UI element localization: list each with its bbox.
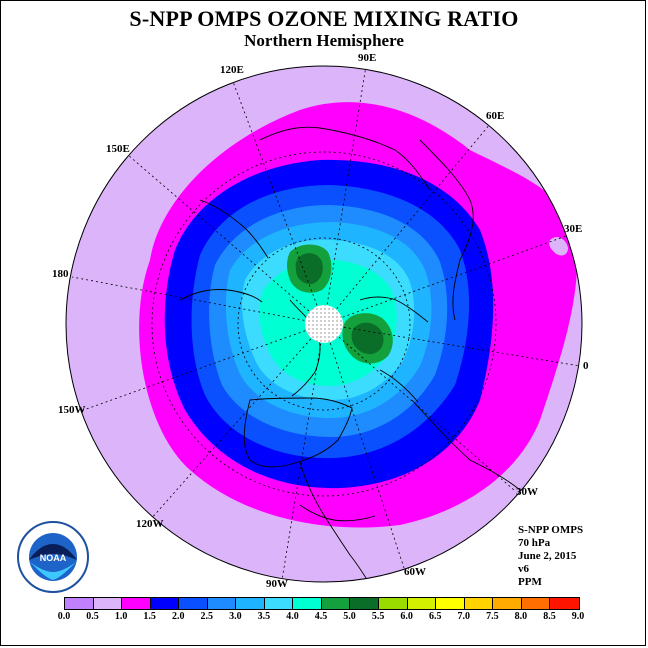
noaa-logo: NOAA <box>17 521 89 593</box>
colorbar-segment <box>65 598 94 609</box>
lon-label-90e: 90E <box>358 52 377 64</box>
colorbar-segment <box>264 598 294 609</box>
lon-label-180: 180 <box>52 268 69 280</box>
polar-gap <box>305 305 343 343</box>
lon-label-60w: 60W <box>404 566 426 578</box>
colorbar-segment <box>236 598 265 609</box>
colorbar-tick-label: 1.0 <box>114 611 128 622</box>
colorbar-tick-label: 1.5 <box>143 611 156 622</box>
band-0.5-1.0-patch <box>549 237 568 256</box>
noaa-logo-text: NOAA <box>40 553 67 563</box>
colorbar-segment <box>464 598 494 609</box>
colorbar-segment <box>93 598 123 609</box>
info-instrument: S-NPP OMPS <box>518 524 584 536</box>
figure-title: S-NPP OMPS OZONE MIXING RATIO <box>129 6 519 31</box>
colorbar-tick-label: 4.0 <box>286 611 299 622</box>
lon-label-150e: 150E <box>106 143 130 155</box>
colorbar-segment <box>350 598 380 609</box>
colorbar-tick-label: 5.5 <box>371 611 385 622</box>
colorbar-segment <box>436 598 465 609</box>
colorbar-tick-label: 7.0 <box>457 611 471 622</box>
lon-label-60e: 60E <box>486 110 505 122</box>
colorbar-segment <box>179 598 208 609</box>
graticule <box>71 66 581 581</box>
colorbar-tick-label: 0.5 <box>86 611 99 622</box>
colorbar-segment <box>321 598 351 609</box>
lon-label-150w: 150W <box>58 404 86 416</box>
colorbar-tick-label: 8.5 <box>543 611 556 622</box>
colorbar-tick-label: 3.0 <box>229 611 242 622</box>
info-units: PPM <box>518 576 542 588</box>
colorbar <box>64 597 580 610</box>
colorbar-segment <box>521 598 551 609</box>
colorbar-tick-label: 6.5 <box>428 611 442 622</box>
colorbar-segment <box>150 598 180 609</box>
info-pressure-level: 70 hPa <box>518 537 551 549</box>
colorbar-segment <box>550 598 579 609</box>
colorbar-tick-label: 7.5 <box>486 611 499 622</box>
lon-label-30e: 30E <box>564 223 583 235</box>
band-5.0-5.5-west <box>295 253 323 285</box>
colorbar-segment <box>493 598 522 609</box>
colorbar-tick-label: 3.5 <box>257 611 271 622</box>
info-panel: S-NPP OMPS 70 hPa June 2, 2015 v6 PPM <box>518 524 583 589</box>
colorbar-tick-label: 2.0 <box>171 611 185 622</box>
colorbar-segment <box>293 598 322 609</box>
colorbar-segment <box>122 598 151 609</box>
figure-subtitle: Northern Hemisphere <box>244 31 404 50</box>
lon-label-120w: 120W <box>136 518 164 530</box>
lon-label-120e: 120E <box>220 64 244 76</box>
colorbar-tick-label: 0.0 <box>57 611 71 622</box>
colorbar-tick-label: 6.0 <box>400 611 413 622</box>
colorbar-segment <box>379 598 408 609</box>
lon-label-0: 0 <box>583 360 589 372</box>
colorbar-tick-label: 5.0 <box>343 611 356 622</box>
info-version: v6 <box>518 563 529 575</box>
lon-label-30w: 30W <box>516 486 538 498</box>
colorbar-tick-label: 8.0 <box>514 611 528 622</box>
colorbar-tick-label: 2.5 <box>200 611 214 622</box>
band-5.0-5.5-east <box>351 322 384 355</box>
colorbar-segment <box>407 598 437 609</box>
info-date: June 2, 2015 <box>518 550 577 562</box>
colorbar-segment <box>207 598 237 609</box>
map-boundary <box>65 65 583 583</box>
colorbar-tick-label: 9.0 <box>571 611 585 622</box>
colorbar-tick-label: 4.5 <box>314 611 328 622</box>
lon-label-90w: 90W <box>266 578 288 590</box>
